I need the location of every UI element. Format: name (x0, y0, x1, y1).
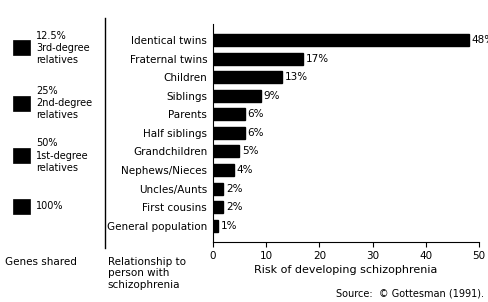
Text: 2%: 2% (225, 184, 242, 194)
X-axis label: Risk of developing schizophrenia: Risk of developing schizophrenia (254, 265, 437, 275)
Bar (212, 71, 282, 83)
Bar (212, 220, 218, 232)
Text: Genes shared: Genes shared (5, 257, 77, 267)
Text: 4%: 4% (236, 165, 253, 175)
Text: 50%
1st-degree
relatives: 50% 1st-degree relatives (36, 138, 89, 173)
Text: 17%: 17% (305, 54, 328, 64)
Text: 25%
2nd-degree
relatives: 25% 2nd-degree relatives (36, 86, 92, 120)
Bar (212, 182, 223, 194)
Text: 1%: 1% (220, 221, 237, 231)
Text: 100%: 100% (36, 201, 63, 211)
Bar (212, 127, 244, 139)
Text: 5%: 5% (242, 146, 258, 156)
Bar (212, 53, 303, 65)
Text: 6%: 6% (247, 109, 264, 119)
Bar (212, 90, 260, 102)
Bar (212, 34, 468, 46)
Text: 2%: 2% (225, 202, 242, 212)
Text: Relationship to
person with
schizophrenia: Relationship to person with schizophreni… (107, 257, 185, 290)
Bar (13, 199, 30, 214)
Text: 48%: 48% (470, 35, 488, 45)
Text: 13%: 13% (284, 72, 307, 82)
Bar (13, 148, 30, 163)
Text: Source:  © Gottesman (1991).: Source: © Gottesman (1991). (335, 289, 483, 299)
Bar (212, 108, 244, 120)
Bar (13, 95, 30, 111)
Text: 12.5%
3rd-degree
relatives: 12.5% 3rd-degree relatives (36, 31, 90, 65)
Text: 6%: 6% (247, 128, 264, 138)
Text: 9%: 9% (263, 91, 279, 101)
Bar (212, 145, 239, 157)
Bar (13, 40, 30, 56)
Bar (212, 164, 234, 176)
Bar (212, 201, 223, 213)
